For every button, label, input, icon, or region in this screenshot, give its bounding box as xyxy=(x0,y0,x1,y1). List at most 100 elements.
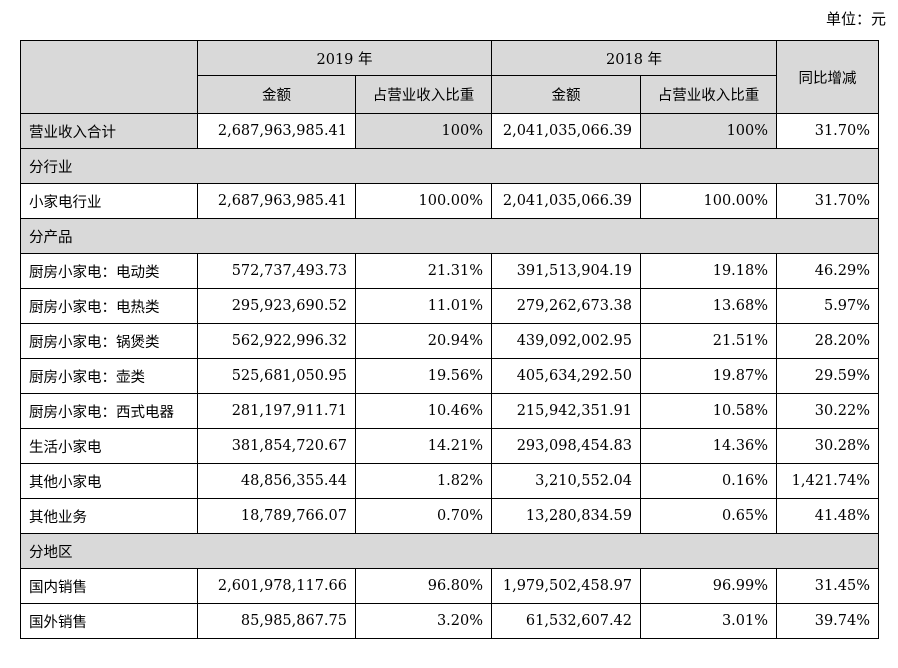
table-row: 国内销售 2,601,978,117.66 96.80% 1,979,502,458.… xyxy=(20,568,880,604)
amount: 2,041,035,066.39 xyxy=(491,183,642,219)
row-label: 国内销售 xyxy=(20,568,198,604)
amount: 279,262,673.38 xyxy=(491,288,642,324)
share: 0.16% xyxy=(640,463,778,499)
table-row: 小家电行业 2,687,963,985.41 100.00% 2,041,035,06… xyxy=(20,183,880,219)
amount: 281,197,911.71 xyxy=(197,393,356,429)
table-row: 国外销售 85,985,867.75 3.20% 61,532,607.42 3.01%… xyxy=(20,603,880,639)
row-label: 其他小家电 xyxy=(20,463,198,499)
table-row: 其他业务 18,789,766.07 0.70% 13,280,834.59 0.65%… xyxy=(20,498,880,534)
share: 13.68% xyxy=(640,288,778,324)
share: 100% xyxy=(354,113,493,149)
amount: 2,687,963,985.41 xyxy=(197,183,356,219)
amount: 293,098,454.83 xyxy=(491,428,642,464)
yoy-change: 39.74% xyxy=(776,603,880,639)
revenue-table: 2019 年 2018 年 同比增减 金额 占营业收入比重 金额 占营业收入比重… xyxy=(19,40,880,639)
share: 96.99% xyxy=(640,568,778,604)
header-blank xyxy=(20,40,198,114)
share: 19.87% xyxy=(640,358,778,394)
row-label: 厨房小家电：壶类 xyxy=(20,358,198,394)
table-row: 分地区 xyxy=(19,533,880,569)
yoy-change: 1,421.74% xyxy=(776,463,880,499)
header-share: 占营业收入比重 xyxy=(640,75,778,114)
amount: 2,601,978,117.66 xyxy=(197,568,356,604)
share: 19.56% xyxy=(354,358,493,394)
yoy-change: 28.20% xyxy=(776,323,880,359)
header-year: 2019 年 xyxy=(196,40,493,76)
share: 0.65% xyxy=(640,498,778,534)
table-row: 生活小家电 381,854,720.67 14.21% 293,098,454.83 1… xyxy=(20,428,880,464)
amount: 2,041,035,066.39 xyxy=(491,113,642,149)
yoy-change: 31.70% xyxy=(776,183,880,219)
share: 1.82% xyxy=(354,463,493,499)
header-share: 占营业收入比重 xyxy=(354,75,493,114)
row-label: 厨房小家电：电动类 xyxy=(20,253,198,289)
share: 19.18% xyxy=(640,253,778,289)
row-label: 国外销售 xyxy=(20,603,198,639)
share: 100% xyxy=(640,113,778,149)
row-label: 其他业务 xyxy=(20,498,198,534)
amount: 562,922,996.32 xyxy=(197,323,356,359)
table-row: 厨房小家电：电热类 295,923,690.52 11.01% 279,262,673… xyxy=(20,288,880,324)
yoy-change: 31.45% xyxy=(776,568,880,604)
row-label: 小家电行业 xyxy=(20,183,198,219)
table-row: 其他小家电 48,856,355.44 1.82% 3,210,552.04 0.16%… xyxy=(20,463,880,499)
amount: 18,789,766.07 xyxy=(197,498,356,534)
share: 10.58% xyxy=(640,393,778,429)
share: 0.70% xyxy=(354,498,493,534)
share: 96.80% xyxy=(354,568,493,604)
table-row: 厨房小家电：锅煲类 562,922,996.32 20.94% 439,092,002… xyxy=(20,323,880,359)
share: 100.00% xyxy=(640,183,778,219)
table-row: 分产品 xyxy=(19,218,880,254)
share: 11.01% xyxy=(354,288,493,324)
header-amount: 金额 xyxy=(491,75,642,114)
yoy-change: 30.28% xyxy=(776,428,880,464)
share: 100.00% xyxy=(354,183,493,219)
share: 14.36% xyxy=(640,428,778,464)
share: 3.01% xyxy=(640,603,778,639)
amount: 439,092,002.95 xyxy=(491,323,642,359)
section-label: 分产品 xyxy=(19,218,880,254)
section-label: 分行业 xyxy=(19,148,880,184)
unit-label: 单位：元 xyxy=(825,10,886,28)
table-row: 分行业 xyxy=(19,148,880,184)
row-label: 厨房小家电：锅煲类 xyxy=(20,323,198,359)
header-yoy: 同比增减 xyxy=(776,40,880,114)
amount: 61,532,607.42 xyxy=(491,603,642,639)
amount: 48,856,355.44 xyxy=(197,463,356,499)
row-label: 厨房小家电：西式电器 xyxy=(20,393,198,429)
amount: 525,681,050.95 xyxy=(197,358,356,394)
row-label: 生活小家电 xyxy=(20,428,198,464)
share: 21.51% xyxy=(640,323,778,359)
share: 10.46% xyxy=(354,393,493,429)
table-row: 厨房小家电：电动类 572,737,493.73 21.31% 391,513,904… xyxy=(20,253,880,289)
share: 20.94% xyxy=(354,323,493,359)
row-label: 营业收入合计 xyxy=(20,113,198,149)
share: 21.31% xyxy=(354,253,493,289)
row-label: 厨房小家电：电热类 xyxy=(20,288,198,324)
amount: 381,854,720.67 xyxy=(197,428,356,464)
amount: 85,985,867.75 xyxy=(197,603,356,639)
table-row: 厨房小家电：壶类 525,681,050.95 19.56% 405,634,292.… xyxy=(20,358,880,394)
amount: 391,513,904.19 xyxy=(491,253,642,289)
table-row: 厨房小家电：西式电器 281,197,911.71 10.46% 215,942,35… xyxy=(20,393,880,429)
yoy-change: 29.59% xyxy=(776,358,880,394)
yoy-change: 5.97% xyxy=(776,288,880,324)
header-amount: 金额 xyxy=(197,75,356,114)
yoy-change: 31.70% xyxy=(776,113,880,149)
amount: 215,942,351.91 xyxy=(491,393,642,429)
amount: 2,687,963,985.41 xyxy=(197,113,356,149)
yoy-change: 30.22% xyxy=(776,393,880,429)
yoy-change: 46.29% xyxy=(776,253,880,289)
share: 14.21% xyxy=(354,428,493,464)
amount: 405,634,292.50 xyxy=(491,358,642,394)
amount: 1,979,502,458.97 xyxy=(491,568,642,604)
table-row: 营业收入合计 2,687,963,985.41 100% 2,041,035,066.… xyxy=(20,113,880,149)
amount: 3,210,552.04 xyxy=(491,463,642,499)
amount: 572,737,493.73 xyxy=(197,253,356,289)
amount: 13,280,834.59 xyxy=(491,498,642,534)
section-label: 分地区 xyxy=(19,533,880,569)
share: 3.20% xyxy=(354,603,493,639)
header-year: 2018 年 xyxy=(491,40,778,76)
yoy-change: 41.48% xyxy=(776,498,880,534)
